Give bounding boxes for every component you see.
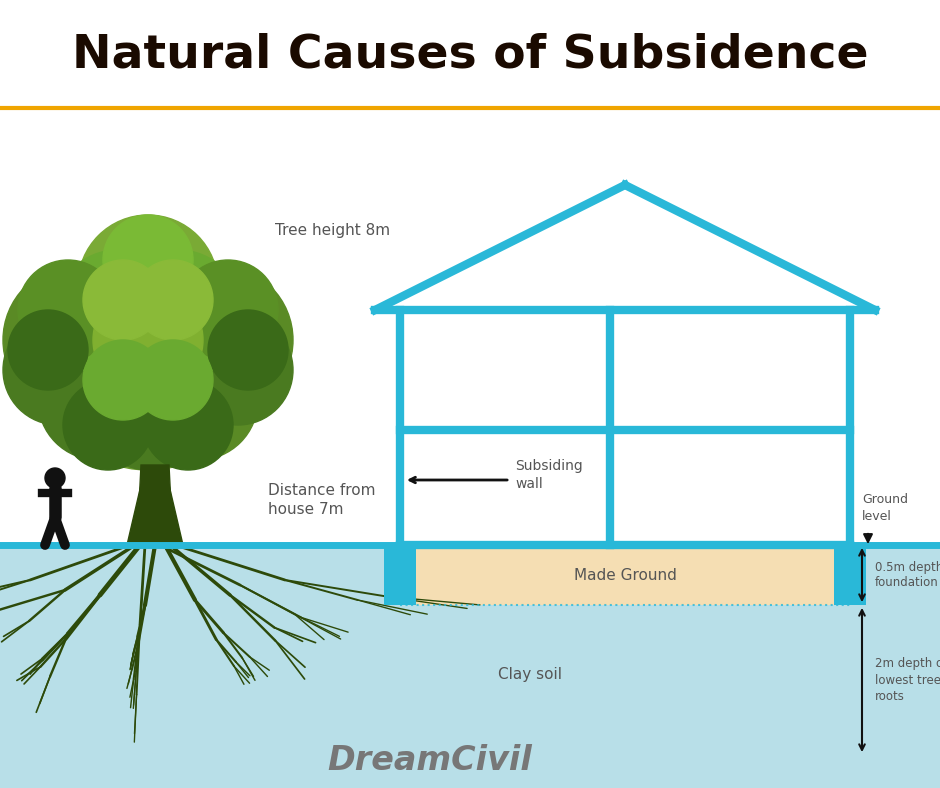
Polygon shape	[127, 485, 183, 545]
Circle shape	[178, 260, 278, 360]
Circle shape	[93, 285, 203, 395]
Text: Clay soil: Clay soil	[498, 667, 562, 682]
Circle shape	[38, 250, 258, 470]
Text: Subsiding
wall: Subsiding wall	[515, 459, 583, 491]
Circle shape	[3, 265, 153, 415]
Circle shape	[83, 260, 163, 340]
Text: Natural Causes of Subsidence: Natural Causes of Subsidence	[71, 32, 869, 77]
Circle shape	[3, 315, 113, 425]
Circle shape	[183, 315, 293, 425]
Text: Distance from
house 7m: Distance from house 7m	[268, 482, 375, 518]
Bar	[384, 545, 416, 605]
Circle shape	[113, 250, 243, 380]
Circle shape	[208, 310, 288, 390]
Bar	[834, 545, 866, 605]
Circle shape	[103, 215, 193, 305]
Circle shape	[143, 380, 233, 470]
Bar	[400, 545, 850, 605]
Circle shape	[38, 340, 158, 460]
Bar	[0, 545, 940, 788]
Polygon shape	[137, 465, 173, 545]
Circle shape	[53, 250, 183, 380]
Text: Ground
level: Ground level	[862, 493, 908, 523]
Text: 2m depth of
lowest tree
roots: 2m depth of lowest tree roots	[875, 657, 940, 702]
Circle shape	[138, 340, 258, 460]
Circle shape	[133, 260, 213, 340]
Circle shape	[133, 340, 213, 420]
Circle shape	[78, 215, 218, 355]
Text: Tree height 8m: Tree height 8m	[275, 222, 390, 237]
Circle shape	[18, 260, 118, 360]
Text: DreamCivil: DreamCivil	[327, 744, 532, 776]
Circle shape	[63, 380, 153, 470]
Circle shape	[93, 360, 203, 470]
Circle shape	[8, 310, 88, 390]
Text: 0.5m depth of
foundation: 0.5m depth of foundation	[875, 560, 940, 589]
Circle shape	[143, 265, 293, 415]
Circle shape	[83, 340, 163, 420]
Circle shape	[45, 468, 65, 488]
Text: Made Ground: Made Ground	[573, 567, 677, 582]
